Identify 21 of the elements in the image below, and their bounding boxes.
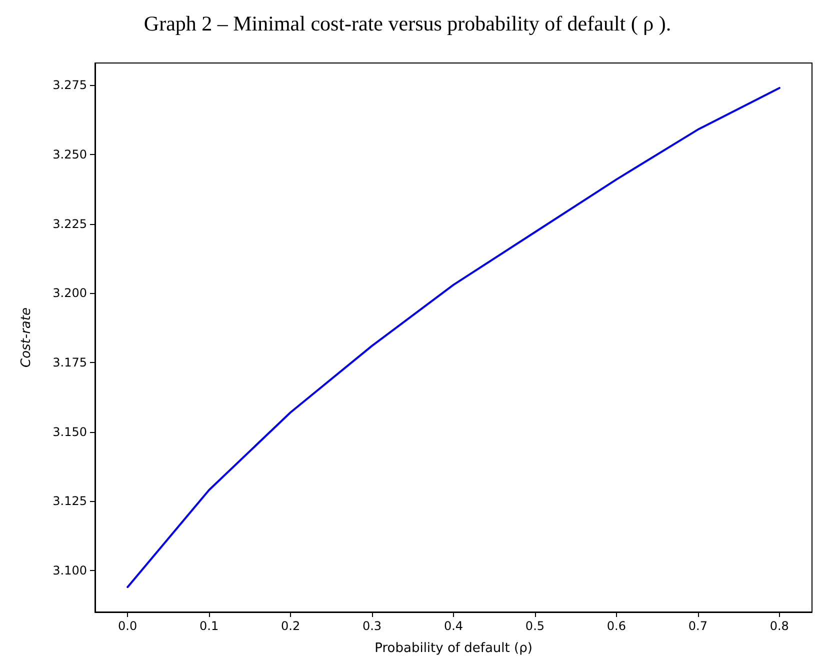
- y-tick-label: 3.275: [52, 78, 87, 92]
- line-series: [126, 86, 780, 588]
- y-tick-label: 3.250: [52, 148, 87, 162]
- x-tick-label: 0.1: [200, 619, 219, 633]
- chart-title: Graph 2 – Minimal cost-rate versus probability of default ( ρ ).: [144, 12, 672, 36]
- x-tick-label: 0.5: [525, 619, 545, 633]
- y-tick-label: 3.175: [52, 355, 87, 370]
- x-tick-label: 0.4: [444, 619, 464, 633]
- x-tick-label: 0.7: [688, 619, 708, 633]
- y-tick-label: 3.200: [52, 286, 87, 300]
- y-tick-label: 3.150: [52, 424, 87, 439]
- x-axis-title: Probability of default (ρ): [374, 641, 532, 656]
- x-tick-label: 0.0: [118, 619, 138, 633]
- x-tick-label: 0.6: [606, 619, 626, 633]
- x-tick-label: 0.2: [281, 619, 300, 633]
- y-tick-label: 3.225: [52, 216, 87, 231]
- y-tick-label: 3.125: [52, 494, 87, 508]
- y-axis-title: Cost-rate: [19, 308, 34, 368]
- x-tick-label: 0.8: [770, 619, 789, 633]
- x-tick-label: 0.3: [362, 619, 382, 633]
- y-tick-label: 3.100: [52, 563, 87, 578]
